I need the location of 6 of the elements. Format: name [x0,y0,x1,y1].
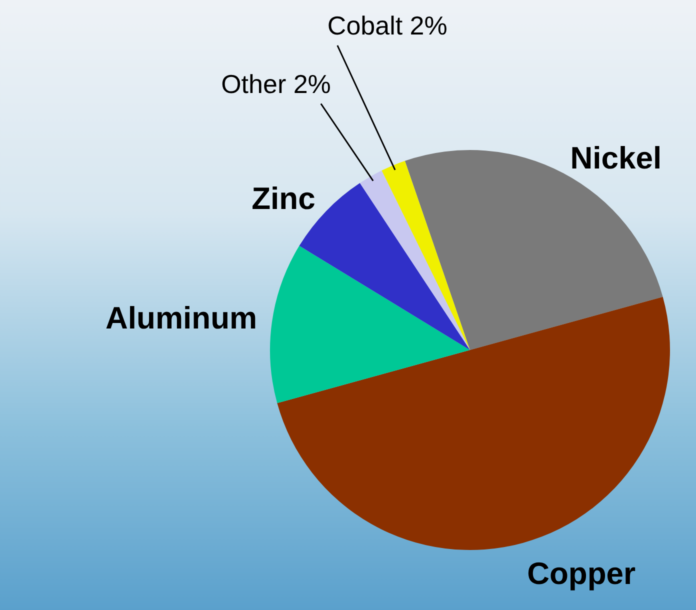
slice-label: Copper [527,556,636,591]
slice-label: Nickel [570,140,662,176]
slice-label: Other 2% [221,68,331,99]
slice-label: Cobalt 2% [327,10,448,41]
slice-label: Zinc [252,181,316,216]
slice-label: Aluminum [106,300,258,336]
